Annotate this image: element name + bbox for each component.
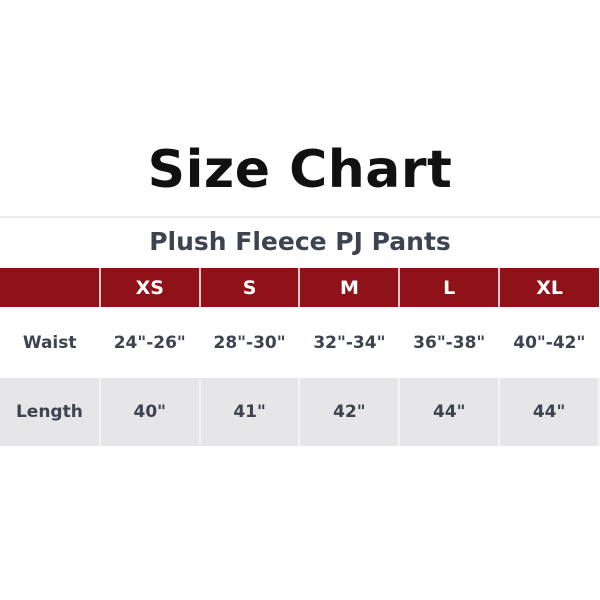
header-cell: S <box>199 268 301 307</box>
table-cell: 40"-42" <box>499 307 599 378</box>
row-label: Length <box>0 378 101 446</box>
header-row: XS S M L XL <box>0 268 599 307</box>
table-row: Waist 24"-26" 28"-30" 32"-34" 36"-38" 40… <box>0 307 599 378</box>
page-title: Size Chart <box>147 140 453 200</box>
table-cell: 36"-38" <box>399 307 500 378</box>
table-cell: 44" <box>499 378 600 446</box>
table-cell: 24"-26" <box>99 307 201 378</box>
table-cell: 32"-34" <box>299 307 400 378</box>
table-cell: 42" <box>299 378 401 446</box>
header-cell: L <box>399 268 501 307</box>
header-cell <box>0 268 101 307</box>
table-cell: 28"-30" <box>199 307 300 378</box>
table-cell: 44" <box>399 378 501 446</box>
row-label: Waist <box>0 307 101 378</box>
table-row: Length 40" 41" 42" 44" 44" <box>0 378 600 446</box>
product-subtitle: Plush Fleece PJ Pants <box>149 227 451 256</box>
header-cell: M <box>299 268 401 307</box>
divider <box>0 216 600 218</box>
size-table: XS S M L XL Waist 24"-26" 28"-30" 32"-34… <box>0 268 600 446</box>
table-cell: 41" <box>199 378 301 446</box>
header-cell: XL <box>499 268 599 307</box>
header-cell: XS <box>99 268 201 307</box>
table-cell: 40" <box>99 378 201 446</box>
